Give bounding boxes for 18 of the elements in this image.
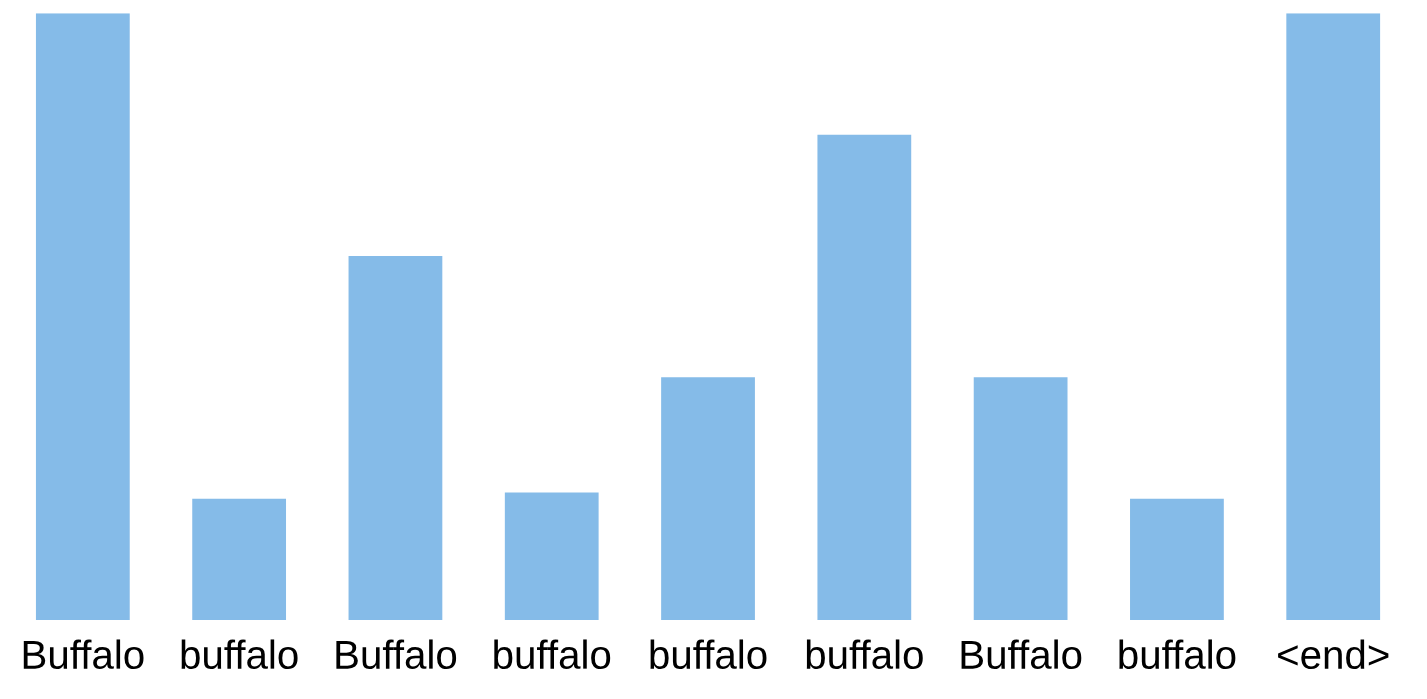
x-tick-label: Buffalo xyxy=(23,639,144,670)
bar xyxy=(973,377,1068,621)
bar xyxy=(192,498,287,621)
x-tick-label: <end> xyxy=(1278,639,1389,670)
x-tick-label: Buffalo xyxy=(961,639,1082,670)
x-tick-label: buffalo xyxy=(806,639,923,670)
bar xyxy=(1286,13,1381,621)
x-tick-label: Buffalo xyxy=(336,639,457,670)
x-tick-label: buffalo xyxy=(1119,639,1236,670)
bar xyxy=(1130,498,1224,621)
x-tick-label: buffalo xyxy=(650,639,767,670)
bar xyxy=(504,492,599,621)
bar xyxy=(817,134,912,621)
bar xyxy=(35,13,130,621)
bar xyxy=(348,255,443,621)
x-tick-label: buffalo xyxy=(494,639,611,670)
bar xyxy=(661,377,755,621)
x-tick-label: buffalo xyxy=(181,639,298,670)
